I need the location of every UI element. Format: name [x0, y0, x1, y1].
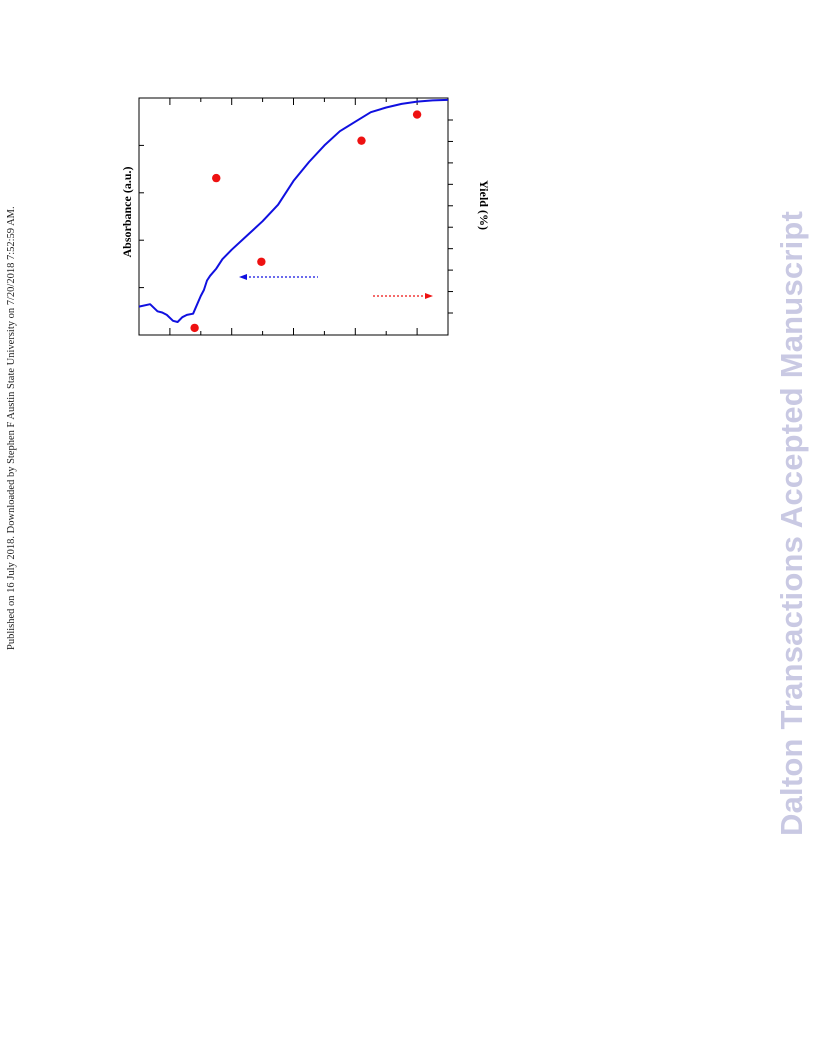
chart-arrows — [239, 274, 433, 299]
right-axis-label: Yield (%) — [477, 180, 491, 230]
yield-point — [212, 173, 221, 183]
axis-ticks — [138, 97, 453, 336]
right-axis-arrow-head — [425, 293, 433, 299]
absorbance-line — [138, 98, 449, 323]
plot-frame — [138, 97, 449, 336]
yield-point — [357, 136, 366, 145]
yield-point — [257, 257, 266, 266]
left-axis-arrow-head — [239, 274, 247, 280]
chart-series — [138, 98, 449, 333]
yield-point — [412, 110, 422, 119]
yield-point — [190, 323, 199, 333]
left-axis-label: Absorbance (a.u.) — [120, 166, 134, 257]
